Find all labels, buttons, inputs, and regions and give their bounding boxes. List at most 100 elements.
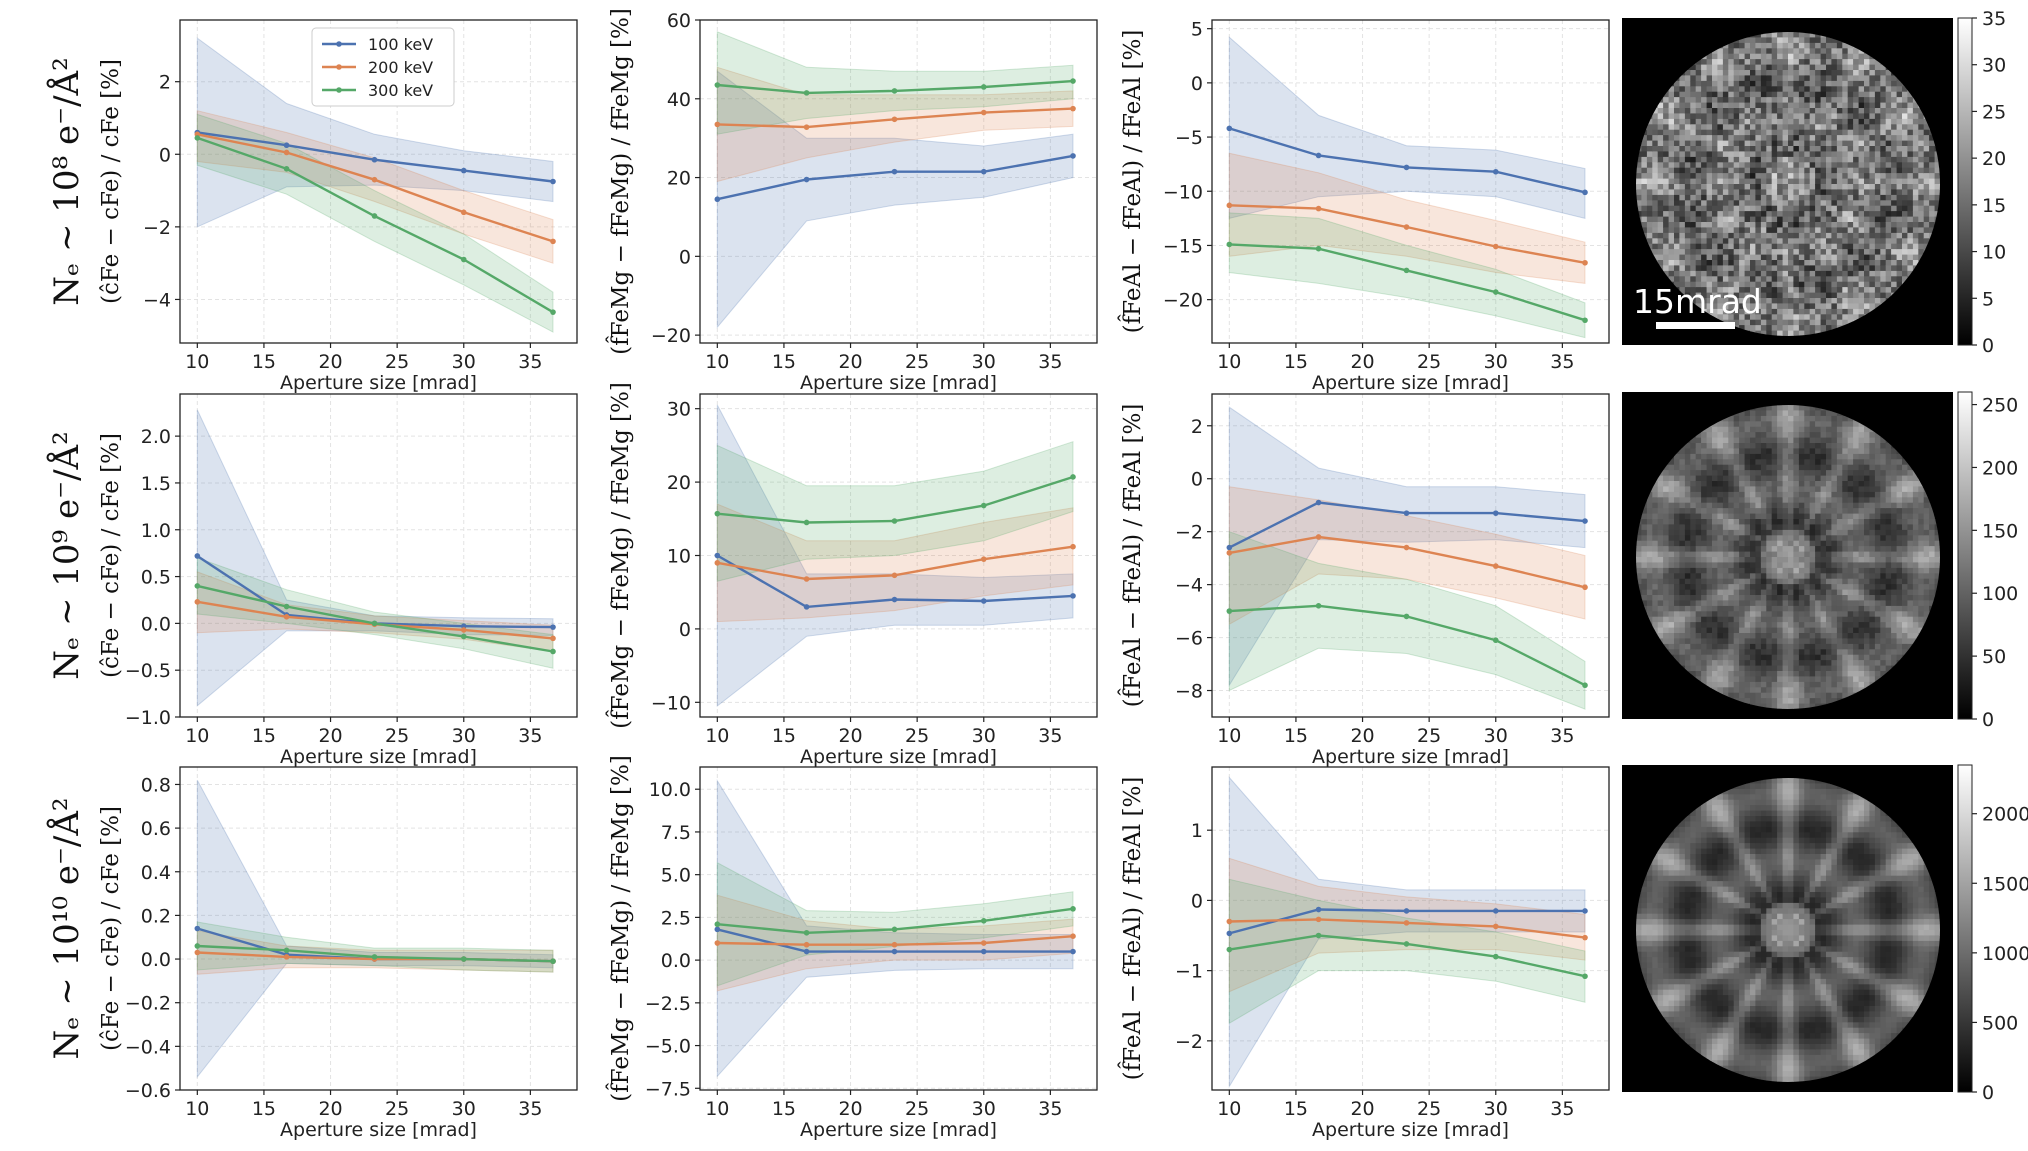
pixel — [1636, 194, 1642, 201]
pixel — [1652, 627, 1659, 634]
pixel — [1771, 627, 1778, 634]
pixel — [1804, 573, 1811, 580]
pixel — [1836, 314, 1843, 321]
pixel — [1750, 453, 1756, 460]
pixel — [1679, 459, 1686, 466]
pixel — [1646, 216, 1653, 223]
pixel — [1858, 75, 1865, 82]
pixel — [1826, 254, 1832, 261]
pixel — [1706, 660, 1713, 667]
pixel — [1782, 622, 1789, 629]
pixel — [1777, 611, 1784, 618]
pixel — [1771, 426, 1778, 433]
pixel — [1820, 421, 1827, 428]
pixel — [1717, 70, 1724, 76]
pixel — [1728, 453, 1735, 460]
pixel — [1695, 140, 1702, 147]
pixel — [1668, 633, 1675, 639]
pixel — [1836, 227, 1843, 234]
pixel — [1739, 232, 1746, 239]
pixel — [1733, 243, 1740, 250]
pixel — [1733, 529, 1740, 536]
pixel — [1701, 75, 1708, 82]
pixel — [1668, 118, 1675, 125]
pixel — [1777, 497, 1784, 504]
pixel — [1722, 519, 1729, 525]
pixel — [1679, 643, 1686, 650]
pixel — [1777, 184, 1784, 190]
pixel — [1706, 303, 1713, 310]
pixel — [1668, 178, 1675, 185]
pixel — [1826, 660, 1832, 667]
pixel — [1766, 643, 1773, 650]
pixel — [1771, 633, 1778, 639]
pixel — [1728, 584, 1735, 591]
pixel — [1706, 53, 1713, 60]
pixel — [1706, 475, 1713, 482]
pixel — [1668, 129, 1675, 136]
pixel — [1836, 298, 1843, 304]
x-tick-label: 10 — [185, 1098, 209, 1120]
pixel — [1804, 421, 1811, 428]
pixel — [1896, 113, 1903, 120]
pixel — [1657, 102, 1664, 109]
pixel — [1874, 238, 1881, 245]
pixel — [1804, 519, 1811, 525]
pixel — [1717, 281, 1724, 288]
pixel — [1717, 64, 1724, 71]
pixel — [1739, 53, 1746, 60]
pixel — [1663, 97, 1670, 104]
pixel — [1782, 194, 1789, 201]
pixel — [1766, 459, 1773, 466]
pixel — [1782, 102, 1789, 109]
pixel — [1858, 151, 1865, 158]
pixel — [1804, 524, 1811, 531]
pixel — [1777, 660, 1784, 667]
pixel — [1809, 491, 1816, 498]
pixel — [1690, 298, 1697, 304]
pixel — [1788, 497, 1794, 504]
pixel — [1733, 113, 1740, 120]
pixel — [1766, 692, 1773, 699]
pixel — [1826, 616, 1832, 623]
pixel — [1782, 551, 1789, 558]
band-300-kev — [196, 557, 554, 669]
pixel — [1831, 303, 1838, 310]
pixel — [1690, 654, 1697, 661]
pixel — [1701, 238, 1708, 245]
pixel — [1809, 486, 1816, 493]
pixel — [1777, 53, 1784, 60]
pixel — [1701, 643, 1708, 650]
pixel — [1771, 448, 1778, 455]
pixel — [1722, 80, 1729, 87]
pixel — [1793, 292, 1800, 299]
pixel — [1777, 649, 1784, 656]
pixel — [1826, 91, 1832, 98]
pixel — [1701, 205, 1708, 212]
pixel — [1717, 671, 1724, 677]
pixel — [1695, 633, 1702, 639]
pixel — [1739, 124, 1746, 131]
pixel — [1755, 633, 1762, 639]
pixel — [1750, 42, 1756, 49]
pixel — [1836, 660, 1843, 667]
pixel — [1793, 222, 1800, 228]
pixel — [1728, 216, 1735, 223]
pixel — [1804, 654, 1811, 661]
pixel — [1766, 654, 1773, 661]
pixel — [1782, 448, 1789, 455]
pixel — [1804, 102, 1811, 109]
pixel — [1760, 298, 1767, 304]
pixel — [1815, 260, 1822, 266]
pixel — [1798, 151, 1805, 158]
pixel — [1842, 113, 1849, 120]
pixel — [1782, 281, 1789, 288]
pixel — [1760, 513, 1767, 520]
pixel — [1804, 194, 1811, 201]
pixel — [1820, 281, 1827, 288]
pixel — [1793, 156, 1800, 163]
pixel — [1755, 562, 1762, 569]
pixel — [1788, 681, 1794, 688]
pixel — [1788, 687, 1794, 694]
pixel — [1739, 578, 1746, 585]
